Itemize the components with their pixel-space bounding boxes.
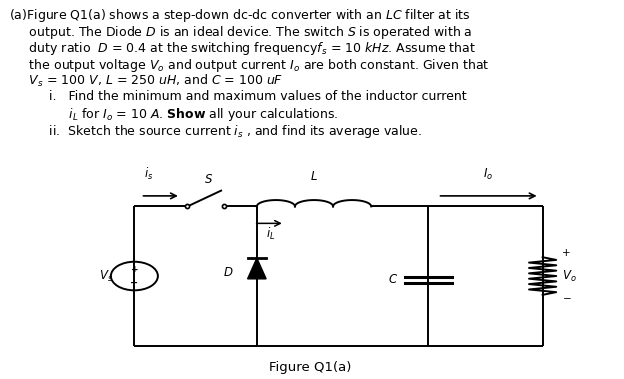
Text: $C$: $C$ — [389, 273, 399, 286]
Text: $I_o$: $I_o$ — [484, 167, 494, 182]
Text: $V_o$: $V_o$ — [562, 268, 577, 283]
Text: +: + — [562, 249, 571, 258]
Text: $i_L$: $i_L$ — [266, 226, 275, 243]
Text: ii.  Sketch the source current $i_s$ , and find its average value.: ii. Sketch the source current $i_s$ , an… — [9, 123, 422, 140]
Text: +: + — [130, 265, 138, 274]
Text: duty ratio  $D$ = 0.4 at the switching frequency$f_s$ = 10 $kHz$. Assume that: duty ratio $D$ = 0.4 at the switching fr… — [9, 40, 476, 57]
Text: $L$: $L$ — [310, 170, 318, 183]
Text: output. The Diode $D$ is an ideal device. The switch $S$ is operated with a: output. The Diode $D$ is an ideal device… — [9, 23, 472, 41]
Text: $i_s$: $i_s$ — [144, 166, 153, 182]
Text: $i_L$ for $I_o$ = 10 $A$. $\mathbf{Show}$ all your calculations.: $i_L$ for $I_o$ = 10 $A$. $\mathbf{Show}… — [9, 106, 338, 123]
Text: the output voltage $V_o$ and output current $I_o$ are both constant. Given that: the output voltage $V_o$ and output curr… — [9, 57, 489, 74]
Text: $S$: $S$ — [205, 173, 213, 186]
Text: $D$: $D$ — [223, 266, 233, 279]
Text: −: − — [130, 277, 139, 287]
Text: Figure Q1(a): Figure Q1(a) — [270, 361, 352, 374]
Text: −: − — [562, 294, 571, 304]
Polygon shape — [248, 258, 266, 279]
Text: $V_s$: $V_s$ — [99, 268, 114, 283]
Text: i.   Find the minimum and maximum values of the inductor current: i. Find the minimum and maximum values o… — [9, 90, 466, 103]
Text: (a)Figure Q1(a) shows a step-down dc-dc converter with an $LC$ filter at its: (a)Figure Q1(a) shows a step-down dc-dc … — [9, 7, 470, 24]
Text: $V_s$ = 100 $V$, $L$ = 250 $uH$, and $C$ = 100 $uF$: $V_s$ = 100 $V$, $L$ = 250 $uH$, and $C$… — [9, 73, 283, 89]
